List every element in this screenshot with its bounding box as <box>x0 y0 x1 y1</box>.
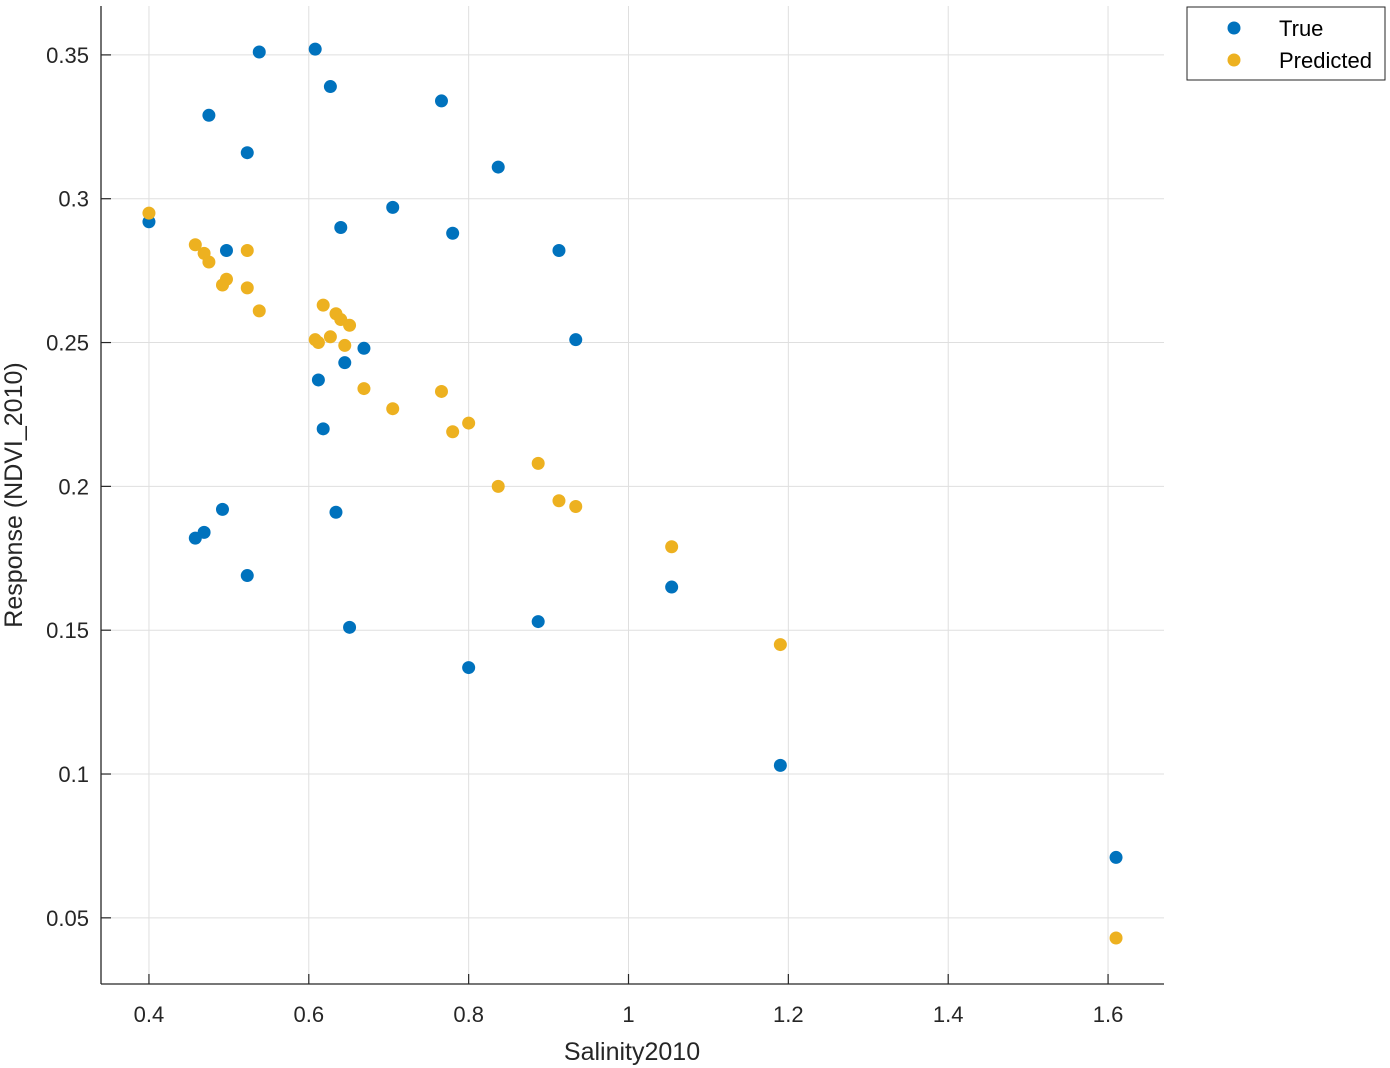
series-true <box>142 42 1123 864</box>
y-tick-label: 0.25 <box>46 331 89 356</box>
y-tick-label: 0.05 <box>46 906 89 931</box>
data-point-true <box>197 525 211 539</box>
x-ticks: 0.4 0.6 0.8 1 1.2 1.4 1.6 <box>134 974 1124 1027</box>
x-tick-label: 0.4 <box>134 1002 165 1027</box>
x-tick-label: 1.4 <box>933 1002 964 1027</box>
data-point-predicted <box>338 338 352 352</box>
legend-box <box>1186 6 1386 81</box>
y-ticks: 0.05 0.1 0.15 0.2 0.25 0.3 0.35 <box>46 43 111 931</box>
x-tick-label: 1.2 <box>773 1002 804 1027</box>
data-point-true <box>252 45 266 59</box>
data-point-predicted <box>240 244 254 257</box>
data-point-predicted <box>219 272 233 286</box>
grid <box>101 6 1164 984</box>
data-point-predicted <box>311 336 325 350</box>
data-point-true <box>311 373 325 387</box>
data-point-predicted <box>142 206 156 220</box>
x-tick-label: 0.6 <box>294 1002 325 1027</box>
data-point-predicted <box>773 638 787 652</box>
legend-marker-true <box>1227 21 1241 35</box>
x-tick-label: 1 <box>622 1002 634 1027</box>
data-point-true <box>1109 850 1123 864</box>
legend-label-predicted: Predicted <box>1279 48 1372 73</box>
data-point-true <box>491 160 505 174</box>
data-point-true <box>215 502 229 516</box>
data-point-true <box>316 422 330 436</box>
data-point-predicted <box>665 540 679 554</box>
data-point-true <box>338 356 352 370</box>
data-point-true <box>323 80 337 94</box>
legend-label-true: True <box>1279 16 1323 41</box>
data-point-true <box>357 341 371 355</box>
y-tick-label: 0.1 <box>58 762 89 787</box>
data-point-true <box>446 226 460 240</box>
y-tick-label: 0.2 <box>58 474 89 499</box>
x-axis-label: Salinity2010 <box>564 1038 700 1066</box>
data-point-predicted <box>569 500 583 514</box>
series-predicted <box>142 206 1123 945</box>
x-tick-label: 0.8 <box>453 1002 484 1027</box>
data-point-predicted <box>202 255 216 269</box>
data-point-true <box>531 615 545 629</box>
data-point-predicted <box>240 281 254 295</box>
axes <box>100 6 1164 985</box>
data-point-predicted <box>491 479 505 493</box>
data-point-true <box>334 220 348 234</box>
data-point-true <box>665 580 679 594</box>
legend: True Predicted <box>1186 6 1386 81</box>
plot-background <box>101 6 1164 984</box>
data-point-predicted <box>252 304 266 318</box>
data-point-predicted <box>343 318 357 332</box>
y-tick-label: 0.15 <box>46 618 89 643</box>
data-point-true <box>386 200 400 214</box>
x-tick-label: 1.6 <box>1093 1002 1124 1027</box>
data-point-true <box>219 244 233 257</box>
data-point-predicted <box>434 384 448 398</box>
data-point-predicted <box>446 425 460 439</box>
data-point-predicted <box>1109 931 1123 945</box>
data-point-true <box>343 620 357 634</box>
data-point-true <box>462 661 476 675</box>
data-point-true <box>240 146 254 160</box>
data-point-predicted <box>552 494 566 508</box>
data-points <box>142 42 1123 945</box>
data-point-predicted <box>323 330 337 344</box>
data-point-predicted <box>531 456 545 470</box>
data-point-true <box>202 108 216 122</box>
data-point-true <box>773 758 787 772</box>
data-point-predicted <box>188 238 202 252</box>
data-point-true <box>434 94 448 108</box>
data-point-predicted <box>462 416 476 430</box>
data-point-true <box>569 333 583 347</box>
legend-marker-predicted <box>1227 53 1241 67</box>
y-axis-label: Response (NDVI_2010) <box>0 362 28 627</box>
data-point-true <box>329 505 343 519</box>
data-point-predicted <box>357 382 371 396</box>
data-point-predicted <box>386 402 400 416</box>
data-point-true <box>552 244 566 257</box>
data-point-true <box>240 569 254 583</box>
data-point-true <box>308 42 322 56</box>
y-tick-label: 0.35 <box>46 43 89 68</box>
data-point-predicted <box>316 298 330 312</box>
y-tick-label: 0.3 <box>58 187 89 212</box>
